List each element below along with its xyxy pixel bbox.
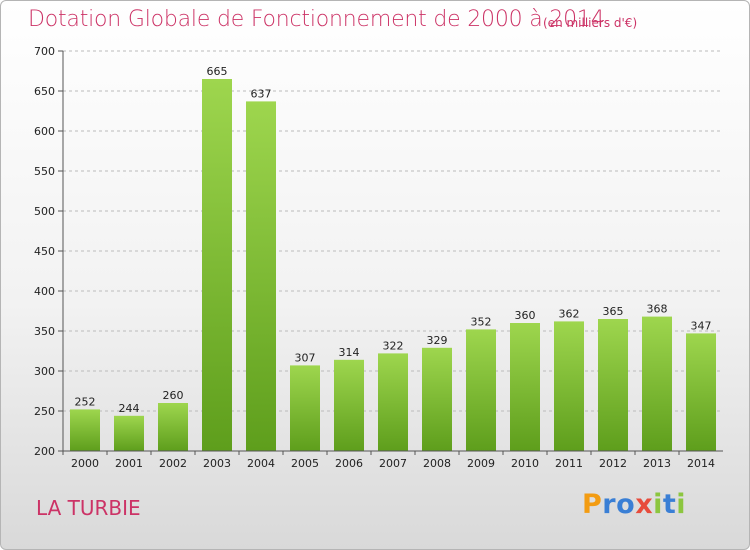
y-tick-label: 350 [34,325,55,338]
x-tick-label: 2007 [379,457,407,470]
y-tick-label: 400 [34,285,55,298]
data-label-2011: 362 [559,307,580,320]
bar-2012 [598,319,628,451]
y-tick-label: 600 [34,125,55,138]
data-label-2005: 307 [295,351,316,364]
x-tick-label: 2011 [555,457,583,470]
y-tick-label: 650 [34,85,55,98]
logo-letter: x [635,489,654,520]
x-tick-label: 2012 [599,457,627,470]
data-label-2000: 252 [75,395,96,408]
x-tick-label: 2000 [71,457,99,470]
data-label-2007: 322 [383,339,404,352]
bar-2001 [114,415,144,451]
data-label-2002: 260 [163,389,184,402]
x-tick-label: 2013 [643,457,671,470]
bar-2007 [378,353,408,451]
bar-2013 [642,316,672,451]
y-tick-label: 550 [34,165,55,178]
bar-2000 [70,409,100,451]
bar-2003 [202,79,232,451]
data-label-2009: 352 [471,315,492,328]
x-tick-label: 2014 [687,457,715,470]
data-label-2012: 365 [603,305,624,318]
x-tick-label: 2002 [159,457,187,470]
x-tick-label: 2010 [511,457,539,470]
bar-2008 [422,347,452,451]
bar-2006 [334,359,364,451]
logo-letter: P [582,489,603,520]
data-label-2004: 637 [251,87,272,100]
commune-name: LA TURBIE [36,496,141,520]
y-tick-label: 250 [34,405,55,418]
proxiti-logo[interactable]: Proxiti [582,489,686,520]
bar-2004 [246,101,276,452]
x-tick-label: 2001 [115,457,143,470]
logo-letter: t [662,489,677,520]
bar-2005 [290,365,320,451]
logo-letter: o [616,489,636,520]
data-label-2010: 360 [515,309,536,322]
bar-2009 [466,329,496,451]
logo-letter: i [653,489,663,520]
logo-letter: i [676,489,687,520]
x-tick-label: 2005 [291,457,319,470]
data-label-2008: 329 [427,334,448,347]
bar-2014 [686,333,716,451]
y-tick-label: 700 [34,45,55,58]
chart-title: Dotation Globale de Fonctionnement de 20… [28,7,605,32]
y-tick-label: 450 [34,245,55,258]
unit-note: (en milliers d'€) [543,16,638,30]
data-label-2001: 244 [119,402,140,415]
x-tick-label: 2004 [247,457,275,470]
logo-letter: r [602,489,617,520]
x-tick-label: 2008 [423,457,451,470]
y-tick-label: 200 [34,445,55,458]
data-label-2013: 368 [647,303,668,316]
x-tick-label: 2009 [467,457,495,470]
y-tick-label: 500 [34,205,55,218]
bar-2011 [554,321,584,451]
data-label-2006: 314 [339,346,360,359]
x-tick-label: 2003 [203,457,231,470]
data-label-2014: 347 [691,319,712,332]
x-tick-label: 2006 [335,457,363,470]
y-tick-label: 300 [34,365,55,378]
bar-2002 [158,403,188,451]
data-label-2003: 665 [207,65,228,78]
bar-2010 [510,323,540,451]
